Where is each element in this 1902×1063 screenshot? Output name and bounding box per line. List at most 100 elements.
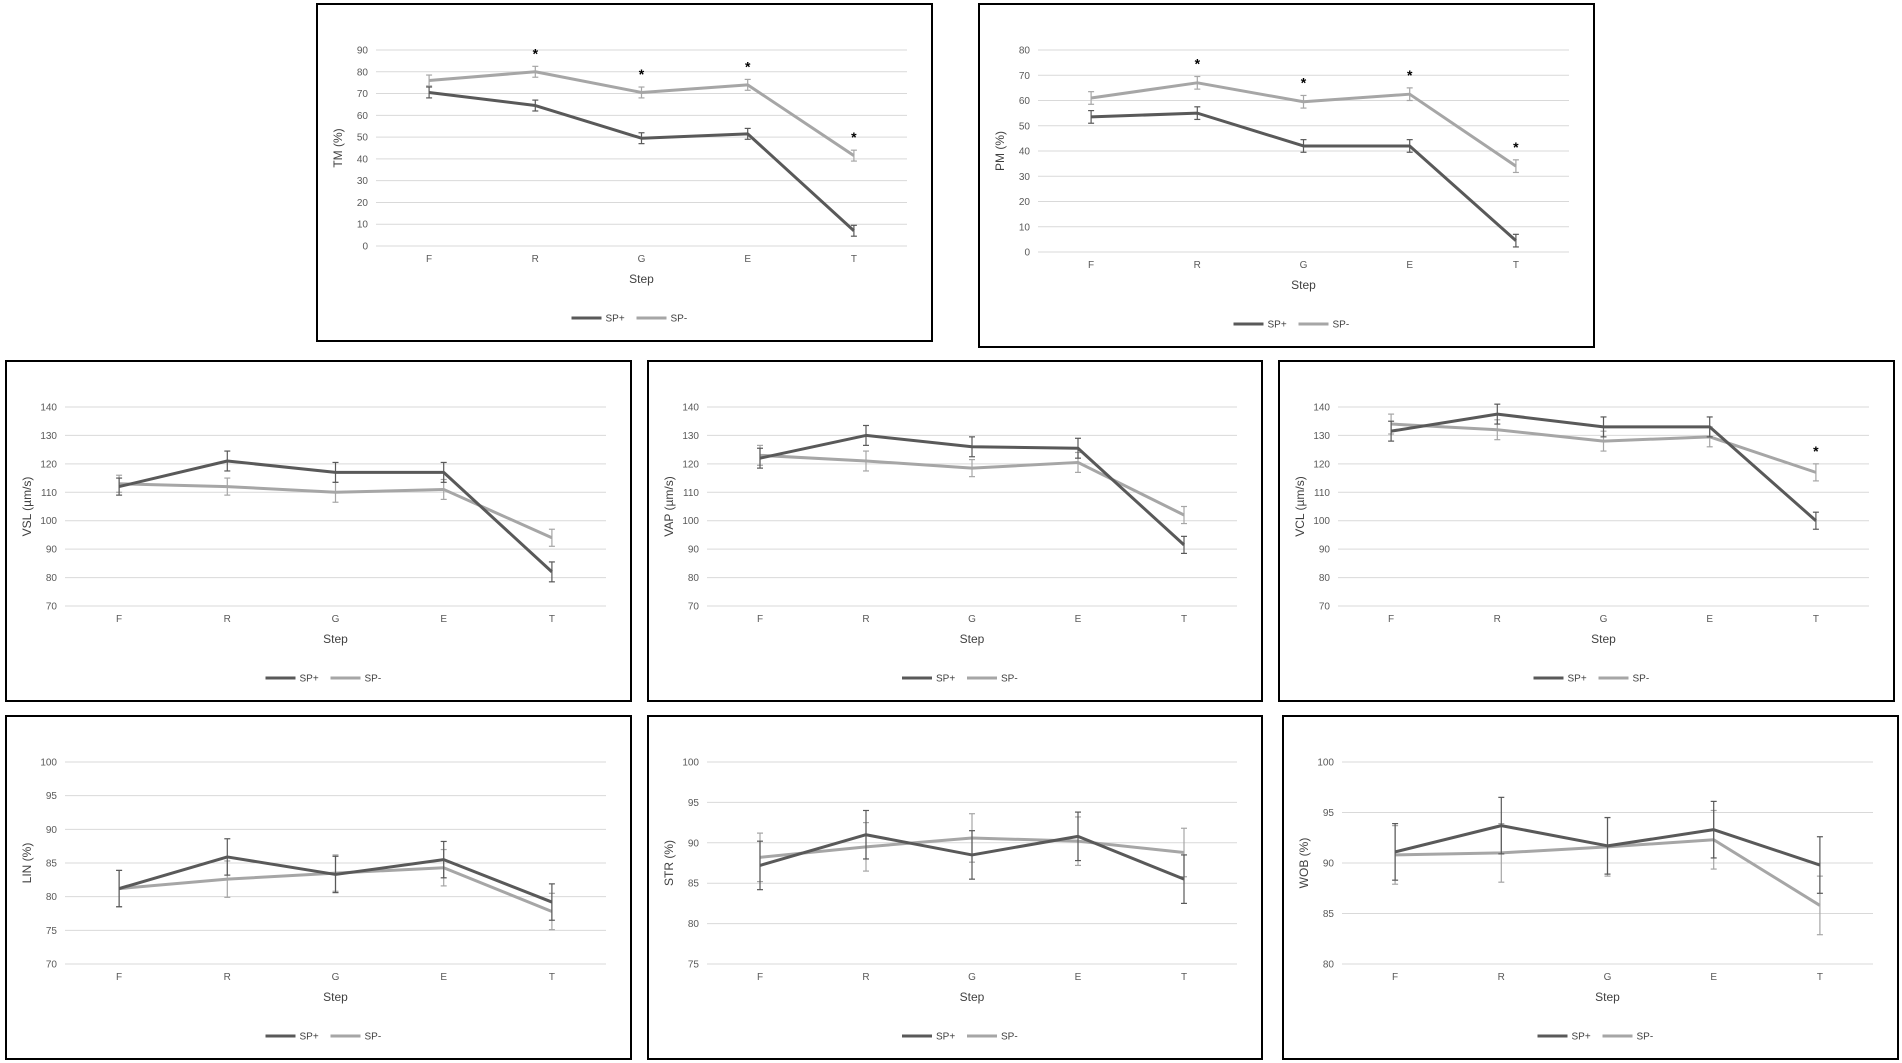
y-tick-label: 80 [1019, 46, 1031, 57]
y-tick-label: 90 [46, 825, 58, 836]
y-tick-label: 40 [1019, 147, 1031, 158]
y-tick-label: 10 [357, 220, 369, 231]
x-tick-label: E [440, 614, 447, 625]
significance-marker: * [1813, 443, 1819, 459]
x-tick-label: E [1406, 260, 1413, 271]
legend-label-sp-plus: SP+ [1268, 320, 1287, 331]
x-axis-title: Step [1591, 632, 1616, 646]
x-tick-label: F [757, 972, 763, 983]
legend-label-sp-plus: SP+ [1568, 674, 1587, 685]
x-tick-label: F [1392, 972, 1398, 983]
x-tick-label: E [440, 972, 447, 983]
y-tick-label: 75 [688, 960, 700, 971]
y-tick-label: 70 [1019, 71, 1031, 82]
x-axis-title: Step [960, 990, 985, 1004]
y-axis-title: TM (%) [331, 128, 345, 167]
x-tick-label: T [851, 254, 857, 265]
y-tick-label: 140 [682, 403, 699, 414]
y-tick-label: 90 [1323, 859, 1335, 870]
x-tick-label: G [1604, 972, 1612, 983]
y-tick-label: 100 [1317, 758, 1334, 769]
x-tick-label: T [1181, 972, 1187, 983]
y-tick-label: 50 [1019, 121, 1031, 132]
pm-series-sp-plus [1088, 106, 1519, 248]
legend-label-sp-minus: SP- [1637, 1032, 1654, 1043]
y-tick-label: 80 [688, 919, 700, 930]
x-tick-label: T [1513, 260, 1519, 271]
x-tick-label: F [757, 614, 763, 625]
y-tick-label: 95 [46, 791, 58, 802]
y-axis-title: VCL (µm/s) [1293, 476, 1307, 536]
x-tick-label: F [116, 614, 122, 625]
chart-svg: 70 80 90 100 110 120 130 140 F R G E T Step VSL (µm/s)… [20, 403, 606, 685]
x-tick-label: R [1194, 260, 1201, 271]
x-tick-label: E [1706, 614, 1713, 625]
tm-chart-panel: 0 10 20 30 40 50 60 70 80 90 F R G E T Step TM (%) * * * * SP… [316, 3, 933, 342]
lin-chart-panel: 70 75 80 85 90 95 100 F R G E T Step LIN (%) SP+ SP- [5, 715, 632, 1060]
significance-marker: * [851, 129, 857, 145]
x-tick-label: T [1813, 614, 1819, 625]
significance-marker: * [1513, 139, 1519, 155]
x-tick-label: T [1181, 614, 1187, 625]
x-tick-label: E [1075, 614, 1082, 625]
legend-label-sp-minus: SP- [1333, 320, 1350, 331]
y-tick-label: 140 [1313, 403, 1330, 414]
y-tick-label: 60 [357, 111, 369, 122]
y-tick-label: 0 [1024, 248, 1030, 259]
vsl-series-sp-minus [116, 474, 555, 547]
y-tick-label: 120 [40, 459, 57, 470]
tm-series-sp-minus [426, 65, 857, 162]
x-tick-label: G [1600, 614, 1608, 625]
chart-svg: 70 80 90 100 110 120 130 140 F R G E T Step VCL (µm/s)… [1293, 403, 1869, 685]
y-tick-label: 120 [1313, 459, 1330, 470]
y-tick-label: 75 [46, 926, 58, 937]
vsl-chart-panel: 70 80 90 100 110 120 130 140 F R G E T Step VSL (µm/s)… [5, 360, 632, 702]
y-tick-label: 30 [357, 176, 369, 187]
y-tick-label: 20 [357, 198, 369, 209]
legend-label-sp-plus: SP+ [936, 674, 955, 685]
wob-series-sp-plus [1392, 796, 1823, 894]
lin-series-sp-plus [116, 838, 555, 921]
y-axis-title: VSL (µm/s) [20, 477, 34, 537]
x-axis-title: Step [1595, 990, 1620, 1004]
significance-marker: * [1195, 56, 1201, 72]
x-tick-label: R [1498, 972, 1505, 983]
legend-label-sp-minus: SP- [365, 674, 382, 685]
significance-marker: * [1407, 67, 1413, 83]
y-tick-label: 100 [40, 758, 57, 769]
y-tick-label: 110 [1314, 488, 1330, 499]
str-series-sp-plus [757, 809, 1187, 904]
y-tick-label: 140 [40, 403, 57, 414]
y-tick-label: 80 [357, 67, 369, 78]
y-tick-label: 130 [1313, 431, 1330, 442]
y-tick-label: 20 [1019, 197, 1031, 208]
vap-chart-panel: 70 80 90 100 110 120 130 140 F R G E T Step VAP (µm/s)… [647, 360, 1263, 702]
vcl-series-sp-plus [1388, 403, 1819, 530]
x-tick-label: G [332, 614, 340, 625]
pm-series-sp-minus [1088, 75, 1519, 174]
x-tick-label: F [1088, 260, 1094, 271]
y-tick-label: 90 [46, 545, 58, 556]
y-tick-label: 90 [688, 838, 700, 849]
vcl-chart-panel: 70 80 90 100 110 120 130 140 F R G E T Step VCL (µm/s)… [1278, 360, 1895, 702]
x-tick-label: R [1494, 614, 1501, 625]
chart-svg: 80 85 90 95 100 F R G E T Step WOB (%) SP+ SP- [1297, 758, 1873, 1043]
y-tick-label: 110 [683, 488, 699, 499]
legend-label-sp-minus: SP- [1001, 1032, 1018, 1043]
y-tick-label: 85 [1323, 909, 1335, 920]
chart-svg: 0 10 20 30 40 50 60 70 80 F R G E T Step PM (%) * * * * SP+ S… [993, 46, 1569, 331]
y-axis-title: LIN (%) [20, 843, 34, 884]
y-tick-label: 100 [682, 758, 699, 769]
legend-label-sp-minus: SP- [1633, 674, 1650, 685]
y-tick-label: 110 [41, 488, 57, 499]
x-tick-label: E [1075, 972, 1082, 983]
y-tick-label: 95 [1323, 808, 1335, 819]
x-tick-label: G [1300, 260, 1308, 271]
significance-marker: * [533, 45, 539, 61]
str-chart-panel: 75 80 85 90 95 100 F R G E T Step STR (%) SP+ SP- [647, 715, 1263, 1060]
significance-marker: * [1301, 74, 1307, 90]
legend-label-sp-plus: SP+ [300, 1032, 319, 1043]
wob-chart-panel: 80 85 90 95 100 F R G E T Step WOB (%) SP+ SP- [1282, 715, 1899, 1060]
x-tick-label: T [549, 972, 555, 983]
y-tick-label: 70 [357, 89, 369, 100]
